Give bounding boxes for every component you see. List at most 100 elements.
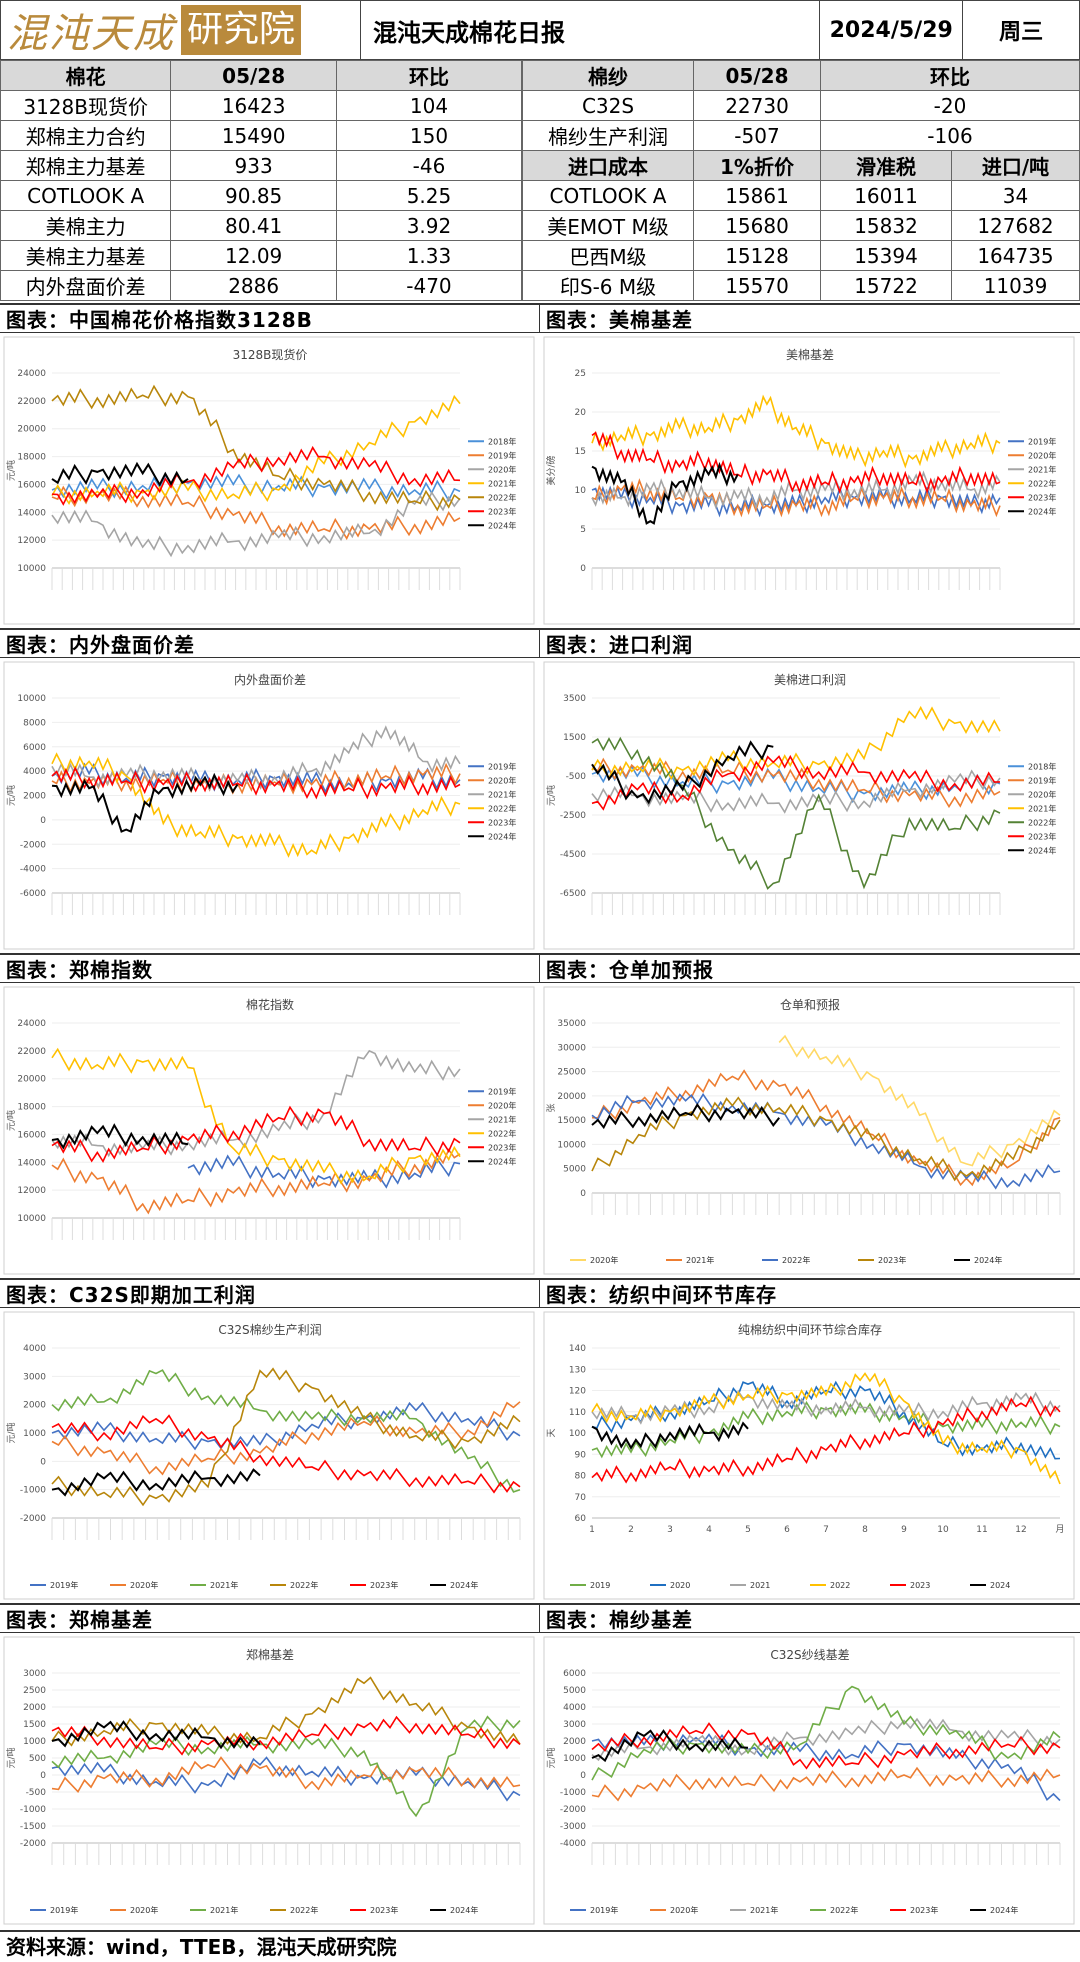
row-value: 15490 [170, 120, 337, 151]
y-axis-label: 美分/磅 [545, 455, 557, 485]
table-row: 棉纱生产利润 -507 -106 [522, 120, 1080, 151]
y-tick-label: 20 [575, 408, 587, 418]
y-tick-label: 130 [569, 1365, 586, 1375]
legend-label: 2023年 [370, 1905, 398, 1915]
x-tick-label: 4 [706, 1525, 712, 1535]
y-axis-label: 元/吨 [545, 1747, 557, 1768]
legend-label: 2023年 [488, 817, 516, 827]
y-tick-label: 15000 [557, 1116, 586, 1126]
y-tick-label: 10000 [17, 1214, 46, 1224]
y-tick-label: 3000 [23, 1372, 46, 1382]
y-tick-label: 5000 [563, 1165, 586, 1175]
legend-label: 2020年 [130, 1580, 158, 1590]
chart-title: 内外盘面价差 [234, 672, 306, 687]
y-tick-label: 70 [575, 1493, 587, 1503]
y-axis-label: 元/吨 [5, 1110, 17, 1131]
series-line [591, 1766, 1061, 1802]
y-tick-label: 5000 [563, 1686, 586, 1696]
legend-label: 2022年 [1028, 478, 1056, 488]
legend-label: 2021年 [488, 1114, 516, 1124]
row-value: 127682 [951, 210, 1080, 241]
legend-label: 2022年 [1028, 817, 1056, 827]
row-change: 104 [335, 90, 523, 121]
y-tick-label: 0 [580, 1189, 586, 1199]
import-head-3: 进口/吨 [951, 150, 1080, 181]
chart-frame [543, 661, 1075, 950]
legend-label: 2018年 [1028, 761, 1056, 771]
chart-frame [3, 986, 535, 1275]
y-axis-label: 元/吨 [5, 1747, 17, 1768]
section-title: 图表：中国棉花价格指数3128B [0, 303, 540, 333]
legend-label: 2022 [830, 1581, 850, 1590]
series-line [591, 470, 1001, 510]
series-line [591, 705, 1001, 781]
y-tick-label: 120 [569, 1387, 586, 1397]
legend-label: 2020 [670, 1581, 690, 1590]
y-tick-label: -2000 [20, 1514, 46, 1524]
section-title: 图表：纺织中间环节库存 [540, 1278, 1080, 1308]
y-axis-label: 元/吨 [5, 785, 17, 806]
series-line [51, 394, 461, 506]
series-line [51, 1468, 261, 1497]
y-tick-label: 0 [40, 1771, 46, 1781]
legend-label: 2023年 [878, 1255, 906, 1265]
series-line [51, 485, 461, 541]
y-tick-label: -1000 [20, 1805, 46, 1815]
series-line [51, 1401, 521, 1451]
y-tick-label: -4500 [560, 850, 586, 860]
series-line [591, 1372, 1061, 1485]
series-line [51, 1148, 461, 1215]
row-value: 16011 [820, 180, 952, 211]
legend-label: 2019年 [590, 1905, 618, 1915]
row-change: -20 [820, 90, 1080, 121]
legend-label: 2024年 [990, 1905, 1018, 1915]
table-row: COTLOOK A 15861 16011 34 [522, 180, 1080, 211]
y-tick-label: -2500 [560, 811, 586, 821]
y-axis-label: 张 [546, 1103, 557, 1112]
y-tick-label: 3000 [563, 1720, 586, 1730]
y-tick-label: -4000 [560, 1839, 586, 1849]
legend-label: 2021年 [1028, 803, 1056, 813]
y-tick-label: 18000 [17, 1103, 46, 1113]
row-value: 90.85 [170, 180, 337, 211]
row-value: 2886 [170, 270, 337, 301]
legend-label: 2019 [590, 1581, 610, 1590]
y-tick-label: 18000 [17, 453, 46, 463]
legend-label: 2019年 [50, 1905, 78, 1915]
y-tick-label: 14000 [17, 508, 46, 518]
row-label: 美棉主力基差 [0, 240, 172, 271]
row-change: -46 [335, 150, 523, 181]
legend-label: 2021年 [210, 1905, 238, 1915]
table-row: C32S 22730 -20 [522, 90, 1080, 121]
brand-logo: 混沌天成 研究院 [1, 1, 360, 59]
legend-label: 2024 [990, 1581, 1010, 1590]
series-line [51, 1047, 461, 1185]
row-label: 巴西M级 [522, 240, 694, 271]
y-tick-label: 1000 [23, 1737, 46, 1747]
legend-label: 2022年 [488, 1128, 516, 1138]
series-line [51, 752, 461, 858]
row-change: -106 [820, 120, 1080, 151]
chart-title: 3128B现货价 [233, 347, 308, 362]
legend-label: 2023年 [488, 506, 516, 516]
row-value: 15722 [820, 270, 952, 301]
legend-label: 2022年 [290, 1580, 318, 1590]
section-title: 图表：美棉基差 [540, 303, 1080, 333]
row-value: 15394 [820, 240, 952, 271]
chart-title: C32S棉纱生产利润 [218, 1323, 321, 1337]
legend-label: 2023 [910, 1581, 930, 1590]
cotton-table: 棉花 05/28 环比 3128B现货价 16423 104 郑棉主力合约 15490… [0, 60, 523, 301]
row-value: 12.09 [170, 240, 337, 271]
series-line [591, 736, 1001, 890]
series-line [51, 1123, 189, 1150]
chart-title: 仓单和预报 [780, 997, 840, 1012]
legend-label: 2020年 [488, 775, 516, 785]
series-line [51, 1676, 521, 1747]
y-tick-label: 12000 [17, 1186, 46, 1196]
report-header: 混沌天成 研究院 混沌天成棉花日报 2024/5/29 周三 [0, 0, 1080, 60]
